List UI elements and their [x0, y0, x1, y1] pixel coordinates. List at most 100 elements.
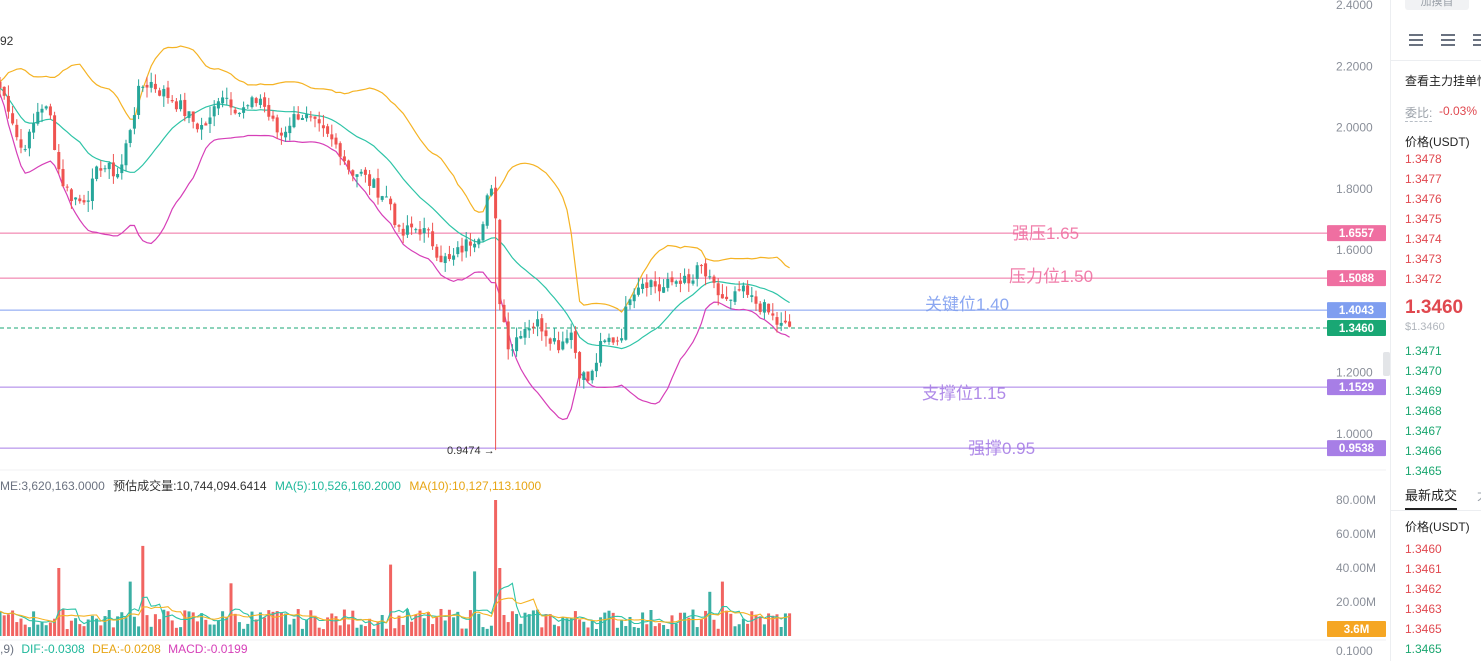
- bid-price-3[interactable]: 1.3468: [1405, 404, 1442, 418]
- tab-latest-trades[interactable]: 最新成交: [1405, 485, 1458, 510]
- volume-bar: [229, 583, 233, 636]
- ask-price-4[interactable]: 1.3474: [1405, 232, 1442, 246]
- volume-bar: [61, 609, 65, 636]
- volume-tick-2: 40.00M: [1336, 561, 1376, 575]
- bid-price-5[interactable]: 1.3466: [1405, 444, 1442, 458]
- bid-price-2[interactable]: 1.3469: [1405, 384, 1442, 398]
- volume-bar: [170, 620, 174, 636]
- ask-price-0[interactable]: 1.3478: [1405, 152, 1442, 166]
- orderbook-bids-icon[interactable]: [1441, 34, 1455, 46]
- candle-body: [200, 125, 204, 130]
- candle-body: [69, 189, 73, 202]
- panel-resize-handle[interactable]: [1383, 352, 1390, 376]
- candle-body: [376, 178, 380, 198]
- candle-body: [624, 306, 628, 340]
- candle-body: [321, 125, 325, 129]
- candle-body: [296, 114, 300, 120]
- orderbook-asks-icon[interactable]: [1473, 34, 1481, 46]
- volume-bar: [279, 612, 283, 636]
- tab-large-trades[interactable]: 大: [1477, 485, 1481, 504]
- bid-price-6[interactable]: 1.3465: [1405, 464, 1442, 478]
- candle-body: [258, 98, 262, 105]
- volume-ma5-line: [0, 582, 790, 626]
- candle-body: [586, 371, 590, 381]
- candle-body: [489, 188, 493, 196]
- candle-body: [103, 168, 107, 170]
- ask-price-1[interactable]: 1.3477: [1405, 172, 1442, 186]
- chart-canvas[interactable]: 0.9474 → 2.40002.20002.00001.80001.60001…: [0, 0, 1390, 661]
- volume-bar: [468, 610, 472, 636]
- volume-bar: [347, 624, 351, 636]
- candle-body: [61, 169, 65, 187]
- volume-ma10: MA(10):10,127,113.1000: [409, 479, 542, 493]
- candle-body: [725, 296, 729, 300]
- trade-price-2: 1.3462: [1405, 582, 1442, 596]
- current-price-badge-text: 1.3460: [1339, 323, 1374, 335]
- candle-body: [158, 90, 162, 96]
- candle-body: [494, 187, 498, 219]
- volume-bar: [233, 613, 237, 636]
- bid-price-4[interactable]: 1.3467: [1405, 424, 1442, 438]
- ask-price-6[interactable]: 1.3472: [1405, 272, 1442, 286]
- volume-bar: [771, 615, 775, 636]
- volume-bar: [426, 611, 430, 636]
- candle-body: [384, 196, 388, 198]
- candle-body: [107, 162, 111, 170]
- candle-body: [481, 224, 485, 241]
- volume-bar: [410, 621, 414, 636]
- candle-body: [775, 317, 779, 325]
- volume-bar: [376, 622, 380, 636]
- volume-bar: [683, 612, 687, 636]
- volume-bar: [687, 617, 691, 636]
- candle-body: [132, 115, 136, 129]
- volume-bar: [32, 611, 36, 636]
- candle-body: [687, 274, 691, 284]
- candle-body: [683, 275, 687, 283]
- candle-body: [615, 340, 619, 342]
- volume-bar: [111, 627, 115, 636]
- volume-bar: [90, 615, 94, 636]
- estimated-volume: 预估成交量:10,744,094.6414: [113, 479, 267, 493]
- volume-bar: [242, 628, 246, 636]
- volume-bar: [300, 628, 304, 636]
- volume-tick-0: 80.00M: [1336, 493, 1376, 507]
- volume-bar: [23, 624, 27, 636]
- candle-body: [15, 124, 19, 138]
- ask-price-3[interactable]: 1.3475: [1405, 212, 1442, 226]
- bid-price-1[interactable]: 1.3470: [1405, 364, 1442, 378]
- orderbook-both-icon[interactable]: [1409, 34, 1423, 46]
- depth-title[interactable]: 查看主力挂单情: [1405, 74, 1481, 88]
- candle-body: [641, 283, 645, 289]
- candle-body: [279, 132, 283, 136]
- candle-body: [162, 88, 166, 97]
- volume-bar: [519, 623, 523, 636]
- candle-body: [548, 338, 552, 344]
- ask-price-5[interactable]: 1.3473: [1405, 252, 1442, 266]
- volume-bar: [200, 613, 204, 636]
- volume-ma5: MA(5):10,526,160.2000: [274, 479, 401, 493]
- top-button[interactable]: 加摸首: [1405, 0, 1469, 10]
- volume-bar: [515, 613, 519, 636]
- candle-body: [582, 372, 586, 380]
- volume-bar: [292, 618, 296, 636]
- price-tick-3: 1.8000: [1336, 182, 1373, 196]
- candle-body: [250, 97, 254, 108]
- candle-body: [431, 231, 435, 247]
- volume-bar: [380, 614, 384, 636]
- macd-dif: DIF:-0.0308: [21, 642, 85, 656]
- candle-body: [611, 337, 615, 343]
- candle-body: [578, 352, 582, 379]
- volume-badge-text: 3.6M: [1344, 624, 1370, 636]
- volume-bar: [720, 581, 724, 636]
- volume-bar: [27, 627, 31, 636]
- ask-price-2[interactable]: 1.3476: [1405, 192, 1442, 206]
- volume-bar: [74, 618, 78, 636]
- candle-body: [187, 111, 191, 118]
- volume-bar: [338, 625, 342, 636]
- volume-bar: [145, 615, 149, 636]
- bid-price-0[interactable]: 1.3471: [1405, 344, 1442, 358]
- macd-params: ,9): [0, 642, 15, 656]
- volume-bar: [435, 617, 439, 636]
- candle-body: [153, 83, 157, 90]
- volume-bar: [355, 627, 359, 636]
